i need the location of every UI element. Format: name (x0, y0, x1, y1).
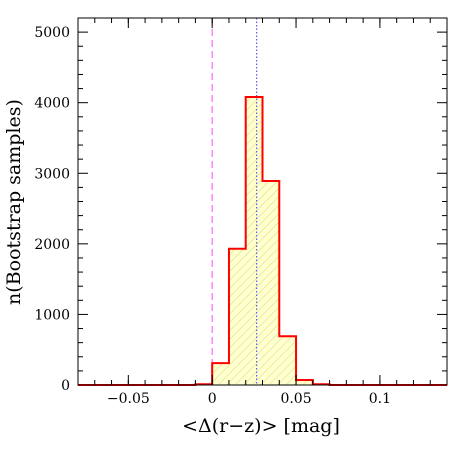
x-tick-label: 0.05 (280, 391, 311, 407)
histogram-bar-fill (296, 380, 313, 385)
y-tick-label: 4000 (34, 96, 70, 112)
x-tick-label: −0.05 (107, 391, 150, 407)
histogram-bar-fill (212, 363, 229, 385)
x-axis-title: <Δ(r−z)> [mag] (182, 415, 340, 437)
histogram-bar-fill (228, 248, 246, 385)
y-tick-label: 3000 (34, 166, 70, 182)
y-tick-label: 0 (61, 378, 70, 394)
x-tick-label: 0.1 (369, 391, 391, 407)
histogram-bar-fill (279, 336, 297, 385)
plot-area: −0.05 0 0.05 0.1 0 1000 2000 3000 4000 5000 (34, 17, 448, 407)
y-tick-label: 1000 (34, 307, 70, 323)
x-tick-label: 0 (208, 391, 217, 407)
histogram-bar-fill (245, 97, 263, 386)
histogram-bar-fill (262, 181, 280, 385)
y-tick-label: 5000 (34, 25, 70, 41)
y-axis-title: n(Bootstrap samples) (3, 99, 25, 305)
y-tick-label: 2000 (34, 237, 70, 253)
